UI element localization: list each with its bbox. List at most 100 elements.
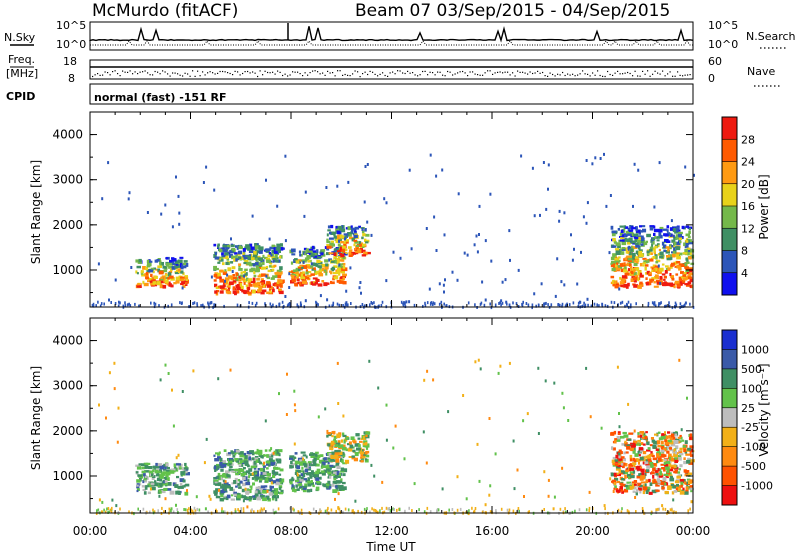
nave-point <box>167 73 169 75</box>
scatter-cell <box>293 442 296 446</box>
scatter-cell <box>252 482 255 486</box>
scatter-cell <box>326 233 329 237</box>
scatter-cell <box>275 481 279 485</box>
scatter-cell <box>348 253 353 257</box>
scatter-cell <box>652 463 656 466</box>
scatter-cell <box>329 237 334 240</box>
scatter-cell <box>337 506 339 510</box>
scatter-cell <box>255 473 260 477</box>
scatter-cell <box>438 302 441 306</box>
scatter-cell <box>662 454 667 458</box>
nave-point <box>532 72 534 75</box>
scatter-cell <box>316 481 322 486</box>
scatter-cell <box>612 447 616 451</box>
scatter-cell <box>658 457 662 462</box>
scatter-cell <box>179 262 183 267</box>
scatter-cell <box>327 443 331 447</box>
nave-point <box>662 70 664 72</box>
scatter-cell <box>331 243 335 247</box>
scatter-cell <box>242 290 246 294</box>
scatter-cell <box>329 446 332 450</box>
scatter-cell <box>385 403 388 407</box>
nave-point <box>422 70 424 73</box>
scatter-cell <box>620 435 625 439</box>
power-scatter <box>91 152 695 310</box>
nave-point <box>272 71 274 73</box>
scatter-cell <box>157 484 163 488</box>
scatter-cell <box>242 252 245 257</box>
nave-point <box>212 72 214 74</box>
scatter-cell <box>227 262 230 266</box>
scatter-cell <box>269 479 273 482</box>
scatter-cell <box>207 301 209 305</box>
scatter-cell <box>680 276 685 279</box>
scatter-cell <box>184 275 188 278</box>
scatter-cell <box>179 301 181 305</box>
scatter-cell <box>340 479 343 484</box>
scatter-cell <box>374 509 377 512</box>
scatter-cell <box>663 458 667 462</box>
scatter-cell <box>659 226 664 230</box>
scatter-cell <box>678 237 682 240</box>
nave-point <box>137 73 139 75</box>
scatter-cell <box>634 258 637 262</box>
power-ylabel: Slant Range [km] <box>29 160 43 264</box>
scatter-cell <box>678 231 683 235</box>
scatter-cell <box>97 300 99 304</box>
scatter-cell <box>652 240 655 245</box>
scatter-cell <box>224 277 230 281</box>
scatter-cell <box>473 243 476 247</box>
scatter-cell <box>128 191 131 195</box>
y-tick-label: 3000 <box>52 173 83 187</box>
scatter-cell <box>582 215 585 219</box>
scatter-cell <box>637 439 641 442</box>
colorbar-segment <box>722 117 737 140</box>
scatter-cell <box>319 508 321 512</box>
scatter-cell <box>227 463 230 467</box>
scatter-cell <box>193 301 196 305</box>
scatter-cell <box>261 261 265 266</box>
scatter-cell <box>490 259 493 263</box>
nave-point <box>162 70 164 72</box>
scatter-cell <box>279 478 282 482</box>
scatter-cell <box>156 259 160 262</box>
scatter-cell <box>342 462 347 465</box>
scatter-cell <box>650 510 653 514</box>
scatter-cell <box>317 262 323 265</box>
scatter-cell <box>339 444 344 447</box>
scatter-cell <box>677 265 680 268</box>
scatter-cell <box>295 260 300 264</box>
scatter-cell <box>611 238 614 242</box>
scatter-cell <box>343 241 348 245</box>
colorbar-tick-label: 4 <box>741 267 748 280</box>
scatter-cell <box>242 499 245 503</box>
scatter-cell <box>689 448 694 453</box>
scatter-cell <box>270 481 273 485</box>
scatter-cell <box>673 470 676 474</box>
scatter-cell <box>164 363 167 367</box>
scatter-cell <box>329 475 332 479</box>
scatter-cell <box>480 301 483 305</box>
scatter-cell <box>666 229 669 233</box>
scatter-cell <box>623 457 626 462</box>
scatter-cell <box>226 485 231 488</box>
scatter-cell <box>633 440 638 444</box>
scatter-cell <box>173 484 179 487</box>
scatter-cell <box>680 428 683 432</box>
scatter-cell <box>495 509 497 513</box>
scatter-cell <box>360 454 366 457</box>
nave-point <box>649 75 651 77</box>
scatter-cell <box>241 488 245 493</box>
scatter-cell <box>254 495 259 499</box>
scatter-cell <box>675 234 679 238</box>
scatter-cell <box>278 290 282 293</box>
scatter-cell <box>110 301 112 304</box>
scatter-cell <box>333 252 337 257</box>
scatter-cell <box>686 459 691 464</box>
nave-point <box>387 75 389 77</box>
scatter-cell <box>252 453 255 456</box>
scatter-cell <box>172 261 175 266</box>
scatter-cell <box>162 265 167 269</box>
scatter-cell <box>637 285 642 289</box>
scatter-cell <box>614 284 619 289</box>
